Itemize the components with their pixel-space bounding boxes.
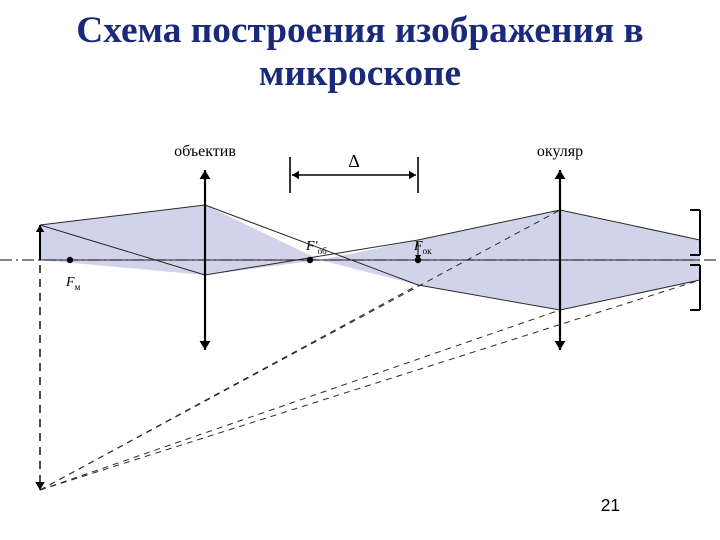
focal-point-F_M [67, 257, 73, 263]
focal-label-F_M: Fм [65, 275, 81, 292]
delta-label: Δ [348, 151, 360, 171]
page-root: Схема построения изображения в микроскоп… [0, 0, 720, 540]
optics-diagram: объективокулярFмF′обFокΔ [0, 110, 720, 510]
lens-label-objective: объектив [174, 143, 236, 160]
ray-bundle [40, 205, 320, 275]
diagram-container: объективокулярFмF′обFокΔ [0, 110, 720, 510]
page-title: Схема построения изображения в микроскоп… [0, 10, 720, 96]
ray-dashed [40, 285, 418, 490]
lens-label-eyepiece: окуляр [537, 143, 583, 160]
focal-label-F_ob: F′об [305, 239, 327, 256]
focal-point-F_ob [307, 257, 313, 263]
page-number: 21 [601, 495, 620, 516]
ray-dashed [40, 310, 560, 490]
